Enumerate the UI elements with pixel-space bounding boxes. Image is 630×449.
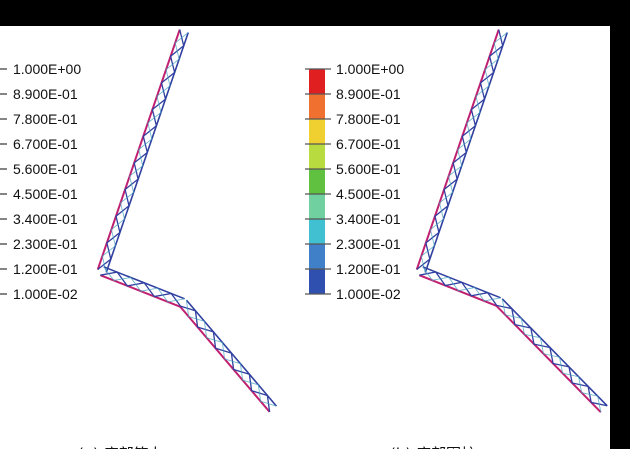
truss-bracing xyxy=(101,32,189,273)
legend-right-label: 2.300E-01 xyxy=(336,236,401,252)
truss-bracing xyxy=(420,32,508,273)
legend-left-label: 3.400E-01 xyxy=(13,211,78,227)
truss-bracing xyxy=(185,300,277,407)
truss-bracing xyxy=(103,266,185,303)
legend-color-swatch xyxy=(309,269,325,294)
legend-color-swatch xyxy=(309,144,325,169)
legend-left-label: 5.600E-01 xyxy=(13,161,78,177)
legend-left-label: 7.800E-01 xyxy=(13,111,78,127)
truss-bracing xyxy=(179,305,271,412)
figure-panel xyxy=(0,26,610,449)
legend-right-label: 7.800E-01 xyxy=(336,111,401,127)
truss-bracing xyxy=(422,266,501,302)
truss-right xyxy=(415,29,608,413)
right-border xyxy=(610,0,630,449)
legend-left-label: 1.200E-01 xyxy=(13,261,78,277)
legend-color-swatch xyxy=(309,194,325,219)
legend-left-label: 2.300E-01 xyxy=(13,236,78,252)
truss-bracing xyxy=(501,298,602,413)
truss-chord xyxy=(501,298,608,407)
legend-color-swatch xyxy=(309,119,325,144)
top-border xyxy=(0,0,630,26)
caption-left: (a) 底部筋力 xyxy=(78,445,164,449)
truss-bracing xyxy=(97,29,185,271)
truss-left xyxy=(96,29,278,413)
legend-left-label: 1.000E+00 xyxy=(13,61,81,77)
legend-right-label: 6.700E-01 xyxy=(336,136,401,152)
legend-right-label: 4.500E-01 xyxy=(336,186,401,202)
legend-right-label: 8.900E-01 xyxy=(336,86,401,102)
legend-left-label: 6.700E-01 xyxy=(13,136,78,152)
caption-right: (b) 底部围护 xyxy=(390,445,476,449)
truss-bracing xyxy=(100,271,182,308)
legend-right-label: 3.400E-01 xyxy=(336,211,401,227)
legend-right: 1.000E+00 8.900E-01 7.800E-01 6.700E-01 5.60… xyxy=(305,61,404,302)
truss-bracing xyxy=(416,29,504,271)
legend-right-label: 5.600E-01 xyxy=(336,161,401,177)
legend-left: 1.000E+00 8.900E-01 7.800E-01 6.700E-01 5.60… xyxy=(0,61,81,302)
legend-color-swatch xyxy=(309,169,325,194)
legend-color-swatch xyxy=(309,94,325,119)
legend-right-label: 1.000E-02 xyxy=(336,286,401,302)
legend-color-swatch xyxy=(309,69,325,94)
legend-color-swatch xyxy=(309,219,325,244)
legend-left-label: 1.000E-02 xyxy=(13,286,78,302)
legend-left-label: 8.900E-01 xyxy=(13,86,78,102)
truss-chord xyxy=(495,304,602,413)
legend-left-label: 4.500E-01 xyxy=(13,186,78,202)
truss-bracing xyxy=(419,271,498,307)
legend-color-swatch xyxy=(309,244,325,269)
legend-right-label: 1.200E-01 xyxy=(336,261,401,277)
legend-right-label: 1.000E+00 xyxy=(336,61,404,77)
